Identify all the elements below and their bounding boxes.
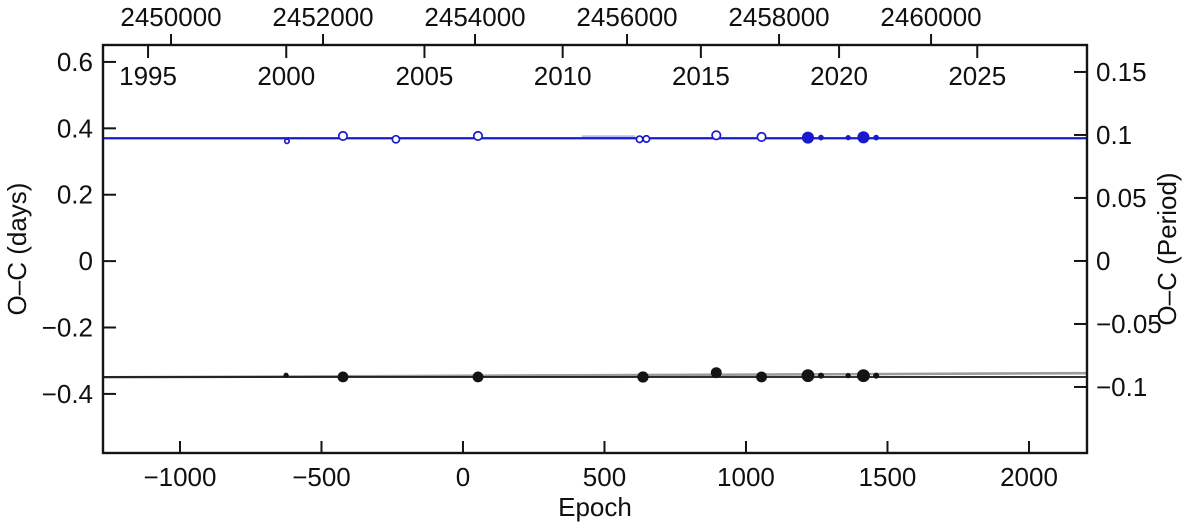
jd-tick-label: 2450000 (120, 2, 221, 32)
oc-period-tick-label: 0.1 (1096, 120, 1132, 150)
x-axis-title: Epoch (558, 492, 632, 522)
primary-minima-oc-point (756, 371, 767, 383)
primary-minima-oc-point (873, 372, 880, 379)
secondary-minima-oc-point (801, 131, 815, 144)
oc-period-tick-label: 0.05 (1096, 183, 1147, 213)
jd-tick-label: 2458000 (728, 2, 829, 32)
secondary-minima-oc-point (642, 134, 651, 143)
primary-minima-oc-point (845, 372, 851, 379)
oc-days-tick-label: 0 (79, 246, 93, 276)
year-tick-label: 1995 (119, 61, 177, 91)
secondary-minima-oc-point (711, 130, 722, 141)
oc-days-tick-label: −0.2 (42, 313, 93, 343)
jd-tick-label: 2452000 (272, 2, 373, 32)
jd-tick-label: 2456000 (576, 2, 677, 32)
primary-minima-oc-point (710, 367, 722, 379)
oc-period-tick-label: −0.05 (1096, 309, 1162, 339)
oc-period-tick-label: 0 (1096, 246, 1110, 276)
y-axis-right-title: O–C (Period) (1152, 172, 1182, 325)
oc-days-tick-label: 0.4 (57, 113, 93, 143)
secondary-minima-oc-point (845, 134, 851, 141)
epoch-tick-label: −1000 (143, 462, 216, 492)
year-tick-label: 2025 (948, 61, 1006, 91)
jd-tick-label: 2460000 (880, 2, 981, 32)
secondary-minima-oc-point (635, 135, 644, 144)
secondary-minima-oc-point (472, 130, 484, 142)
oc-days-tick-label: 0.6 (57, 47, 93, 77)
primary-minima-oc-point (472, 371, 484, 383)
jd-tick-label: 2454000 (424, 2, 525, 32)
secondary-minima-oc-point (337, 130, 349, 142)
year-tick-label: 2015 (672, 61, 730, 91)
year-tick-label: 2000 (257, 61, 315, 91)
secondary-minima-oc-point (391, 134, 401, 144)
year-tick-label: 2005 (396, 61, 454, 91)
epoch-tick-label: −500 (292, 462, 351, 492)
oc-period-tick-label: −0.1 (1096, 372, 1147, 402)
secondary-minima-oc-point (873, 134, 880, 141)
primary-minima-oc-point (817, 372, 825, 379)
primary-minima-oc-point (283, 372, 289, 378)
primary-minima-oc-point (337, 371, 349, 383)
secondary-minima-oc-point (857, 131, 870, 144)
year-tick-label: 2010 (534, 61, 592, 91)
secondary-minima-oc-point (283, 138, 291, 145)
primary-minima-oc-point (801, 369, 815, 383)
plot-area-border (101, 43, 1089, 455)
oc-days-tick-label: 0.2 (57, 180, 93, 210)
primary-minima-oc-point (637, 371, 649, 383)
oc-period-tick-label: 0.15 (1096, 57, 1147, 87)
epoch-tick-label: 500 (583, 462, 626, 492)
secondary-minima-oc-point (756, 131, 767, 143)
epoch-tick-label: 2000 (1000, 462, 1058, 492)
epoch-tick-label: 0 (456, 462, 470, 492)
epoch-tick-label: 1500 (859, 462, 917, 492)
primary-minima-oc-point (856, 369, 870, 383)
year-tick-label: 2020 (810, 61, 868, 91)
y-axis-left-title: O–C (days) (2, 183, 32, 316)
secondary-minima-oc-point (818, 134, 824, 141)
oc-days-tick-label: −0.4 (42, 379, 93, 409)
epoch-tick-label: 1000 (717, 462, 775, 492)
